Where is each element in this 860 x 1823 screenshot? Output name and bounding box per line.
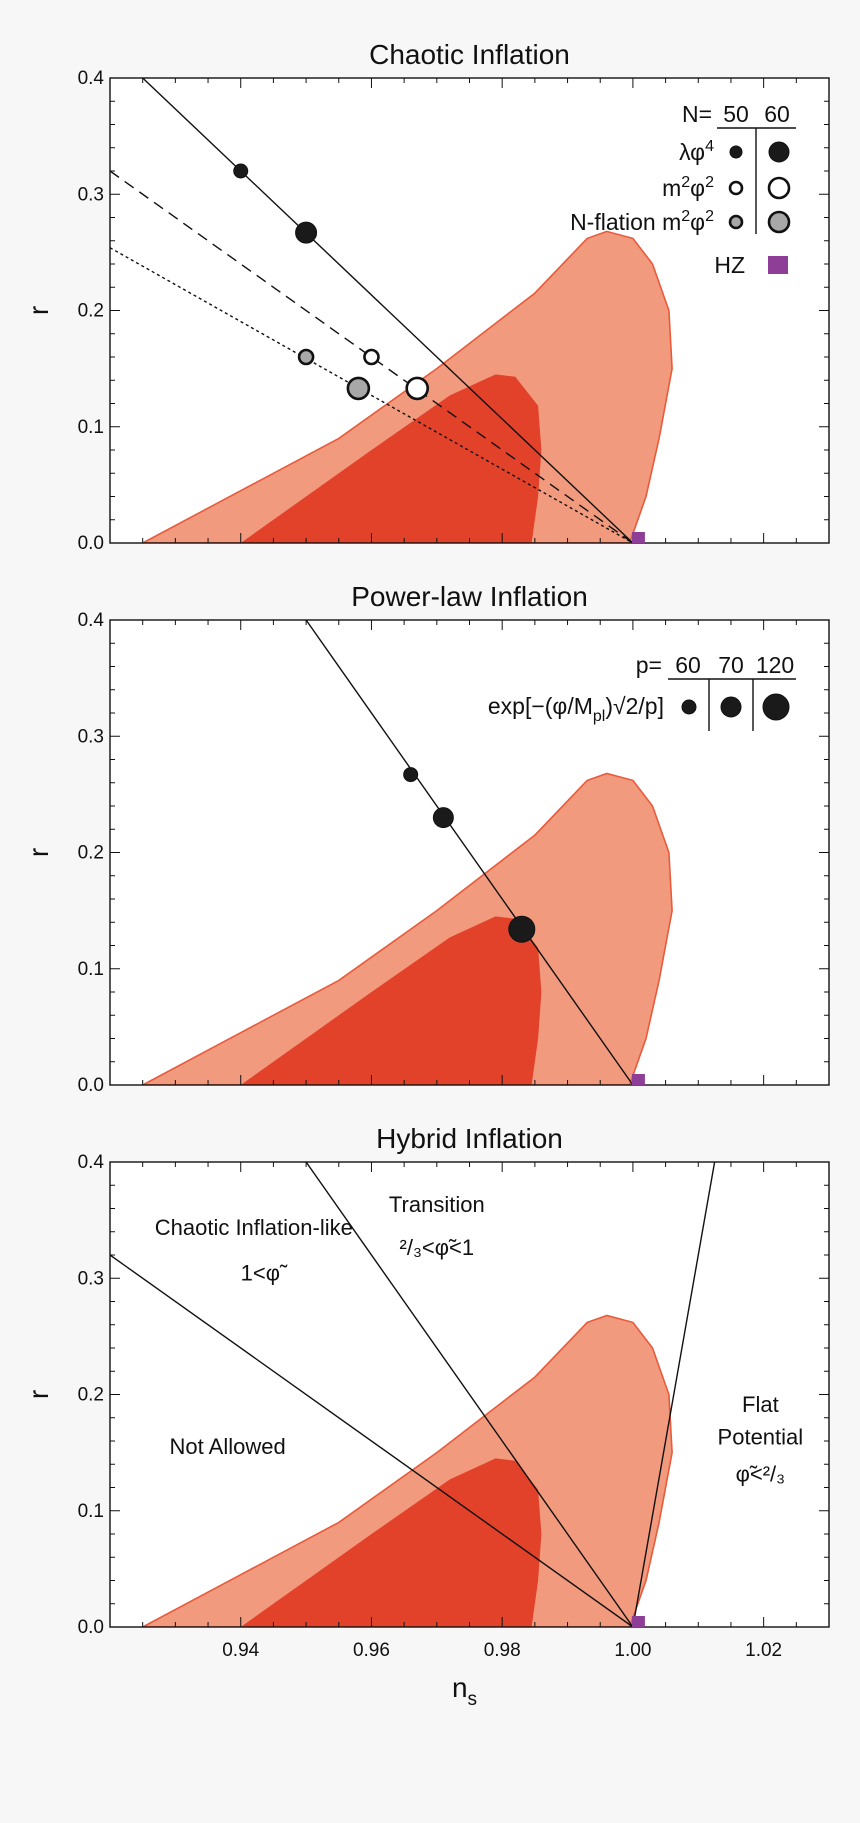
region-annotation: Potential xyxy=(718,1424,804,1449)
legend-label-text: φ xyxy=(690,175,705,201)
legend-marker-large xyxy=(767,176,791,200)
x-tick-label: 0.98 xyxy=(484,1640,521,1661)
y-tick-label: 0.0 xyxy=(78,533,104,554)
hz-marker xyxy=(631,532,645,543)
x-tick-label: 0.96 xyxy=(353,1640,390,1661)
y-axis-label: r xyxy=(23,306,54,315)
data-point-black xyxy=(295,221,318,244)
legend-label-sup: 2 xyxy=(681,208,690,225)
data-point-black xyxy=(233,163,249,179)
y-tick-label: 0.3 xyxy=(78,1268,104,1289)
legend-row-label: λφ4 xyxy=(679,138,714,165)
legend-marker-large xyxy=(762,693,790,721)
region-annotation: Flat xyxy=(742,1392,779,1417)
legend-marker-small xyxy=(728,214,744,230)
legend-label-sup: 2 xyxy=(705,174,714,191)
model-line-solid xyxy=(305,1162,634,1627)
legend-col-label: 60 xyxy=(764,101,790,127)
chaotic-inflation-panel: 0.0 0.1 0.2 0.3 0.4 Chaotic Inflation r N= 50 60 λ… xyxy=(23,39,830,554)
y-tick-label: 0.1 xyxy=(78,417,104,438)
legend-label-text: )√2/p] xyxy=(605,693,664,719)
x-axis-label: ns xyxy=(452,1672,477,1710)
x-axis-label-main: n xyxy=(452,1672,468,1703)
legend-header: N= xyxy=(682,101,712,127)
legend-col-label: 60 xyxy=(675,652,701,678)
y-tick-label: 0.1 xyxy=(78,1501,104,1522)
x-tick-label: 0.94 xyxy=(222,1640,259,1661)
legend-row-label: m2φ2 xyxy=(662,174,714,201)
legend-marker-large xyxy=(767,210,791,234)
legend-label-text: λφ xyxy=(679,139,705,165)
region-annotation: Not Allowed xyxy=(170,1434,286,1459)
model-line-solid xyxy=(142,78,634,543)
legend-label-sup: 2 xyxy=(681,174,690,191)
plot-clip xyxy=(110,78,673,543)
power-law-inflation-panel: 0.0 0.1 0.2 0.3 0.4 Power-law Inflation r p= 60 7… xyxy=(23,581,830,1096)
inner-confidence-region xyxy=(240,1458,542,1627)
legend-col-label: 120 xyxy=(756,652,794,678)
legend-label-text: N-flation m xyxy=(570,209,681,235)
region-annotation: Transition xyxy=(389,1192,485,1217)
y-tick-label: 0.3 xyxy=(78,184,104,205)
legend-label-text: m xyxy=(662,175,681,201)
x-axis-label-sub: s xyxy=(468,1689,478,1710)
y-tick-label: 0.4 xyxy=(78,610,105,631)
legend-header: p= xyxy=(636,652,662,678)
data-point-white xyxy=(405,376,430,401)
data-point-white xyxy=(363,348,380,366)
region-annotation: φ̃<²/₃ xyxy=(736,1462,786,1487)
legend-row-label: N-flation m2φ2 xyxy=(570,208,714,235)
hz-marker xyxy=(631,1074,645,1085)
plot-clip xyxy=(110,1162,716,1627)
region-annotation: ²/₃<φ̃<1 xyxy=(400,1235,475,1260)
inner-confidence-region xyxy=(240,916,542,1085)
legend-label-sup: 4 xyxy=(705,138,714,155)
y-tick-label: 0.2 xyxy=(78,301,104,322)
data-point-gray xyxy=(346,376,371,401)
model-line-solid xyxy=(110,1254,634,1627)
legend-marker-small xyxy=(728,180,744,196)
y-tick-label: 0.3 xyxy=(78,726,104,747)
y-tick-label: 0.4 xyxy=(78,1152,105,1173)
panel-title: Power-law Inflation xyxy=(351,581,588,612)
legend-col-label: 50 xyxy=(723,101,749,127)
legend-marker-small xyxy=(681,699,697,715)
y-axis-label: r xyxy=(23,1390,54,1399)
model-line-dotted xyxy=(110,247,634,543)
inner-confidence-region xyxy=(240,374,542,543)
x-tick-label: 1.02 xyxy=(745,1640,782,1661)
data-point-black xyxy=(508,915,536,943)
data-point-black xyxy=(432,807,454,829)
data-point-black xyxy=(403,767,419,783)
legend-marker-large xyxy=(768,141,790,163)
y-tick-label: 0.0 xyxy=(78,1075,104,1096)
legend-label-sup: 2 xyxy=(705,208,714,225)
legend-marker-small xyxy=(729,145,743,159)
hz-marker xyxy=(631,1616,645,1627)
region-annotation: Chaotic Inflation-like xyxy=(155,1215,353,1240)
model-line-solid xyxy=(305,620,634,1085)
panel-title: Hybrid Inflation xyxy=(376,1123,563,1154)
legend-label-text: exp[−(φ/M xyxy=(488,693,593,719)
legend-row-label: exp[−(φ/Mpl)√2/p] xyxy=(488,693,664,725)
legend-marker-medium xyxy=(720,696,742,718)
y-axis-label: r xyxy=(23,848,54,857)
y-tick-label: 0.2 xyxy=(78,843,104,864)
plot-clip xyxy=(142,620,673,1085)
y-tick-label: 0.2 xyxy=(78,1385,104,1406)
legend-hz-marker xyxy=(768,256,788,274)
y-tick-label: 0.0 xyxy=(78,1617,104,1638)
y-tick-label: 0.1 xyxy=(78,959,104,980)
data-point-gray xyxy=(297,348,315,366)
model-line-solid xyxy=(632,1162,716,1627)
legend-label-text: φ xyxy=(690,209,705,235)
hybrid-inflation-panel: 0.0 0.1 0.2 0.3 0.4 0.94 0.96 0.98 1.00 1.02 Hybri… xyxy=(23,1123,830,1710)
legend-label-sub: pl xyxy=(593,708,605,725)
legend-col-label: 70 xyxy=(718,652,744,678)
legend-hz-label: HZ xyxy=(714,252,745,278)
panel-title: Chaotic Inflation xyxy=(369,39,570,70)
x-tick-label: 1.00 xyxy=(614,1640,651,1661)
y-tick-label: 0.4 xyxy=(78,68,105,89)
